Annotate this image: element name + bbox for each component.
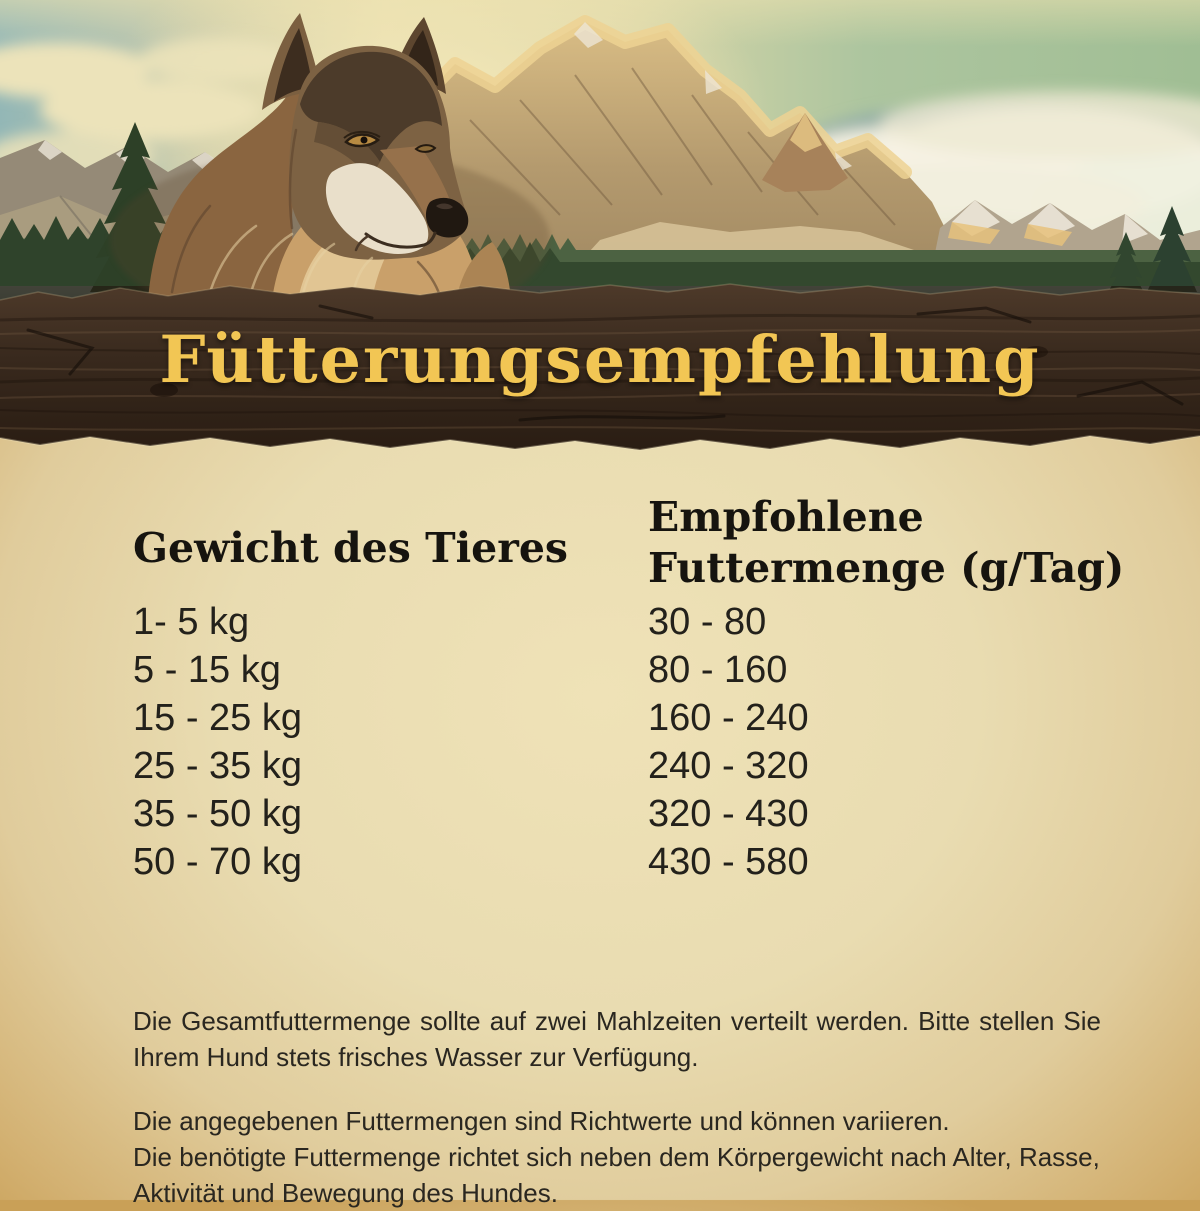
note-mealtimes: Die Gesamtfuttermenge sollte auf zwei Ma…	[133, 1006, 1101, 1072]
amount-cell: 80 - 160	[648, 649, 788, 691]
amount-column-header: Empfohlene Futtermenge (g/Tag)	[648, 492, 1124, 594]
amount-cell: 430 - 580	[648, 841, 809, 883]
weight-cell: 50 - 70 kg	[133, 841, 302, 883]
weight-cell: 35 - 50 kg	[133, 793, 302, 835]
wolf-portrait-shapes	[148, 13, 511, 300]
page-title: Fütterungsempfehlung	[159, 322, 1041, 398]
amount-cell: 240 - 320	[648, 745, 809, 787]
weight-cell: 5 - 15 kg	[133, 649, 281, 691]
weight-cell: 25 - 35 kg	[133, 745, 302, 787]
hero-photo	[0, 0, 1200, 330]
note-factors: Die benötigte Futtermenge richtet sich n…	[133, 1142, 1100, 1208]
wolf-landscape-illustration	[0, 0, 1200, 330]
weight-cell: 15 - 25 kg	[133, 697, 302, 739]
amount-cell: 30 - 80	[648, 601, 767, 643]
table-row: 50 - 70 kg 430 - 580	[133, 838, 809, 886]
table-rows: 1- 5 kg 30 - 80 5 - 15 kg 80 - 160 15 - …	[133, 598, 809, 886]
table-row: 1- 5 kg 30 - 80	[133, 598, 809, 646]
note-guideline: Die angegebenen Futtermengen sind Richtw…	[133, 1106, 950, 1136]
weight-column-header: Gewicht des Tieres	[133, 524, 569, 572]
amount-header-line1: Empfohlene	[648, 493, 924, 541]
wood-plank-banner	[0, 278, 1200, 458]
table-row: 25 - 35 kg 240 - 320	[133, 742, 809, 790]
weight-cell: 1- 5 kg	[133, 601, 250, 643]
feeding-notes: Die Gesamtfuttermenge sollte auf zwei Ma…	[133, 1003, 1101, 1211]
table-row: 15 - 25 kg 160 - 240	[133, 694, 809, 742]
amount-cell: 160 - 240	[648, 697, 809, 739]
amount-header-line2: Futtermenge (g/Tag)	[648, 544, 1125, 592]
table-row: 35 - 50 kg 320 - 430	[133, 790, 809, 838]
amount-cell: 320 - 430	[648, 793, 809, 835]
wood-plank-texture	[0, 283, 1200, 452]
table-row: 5 - 15 kg 80 - 160	[133, 646, 809, 694]
